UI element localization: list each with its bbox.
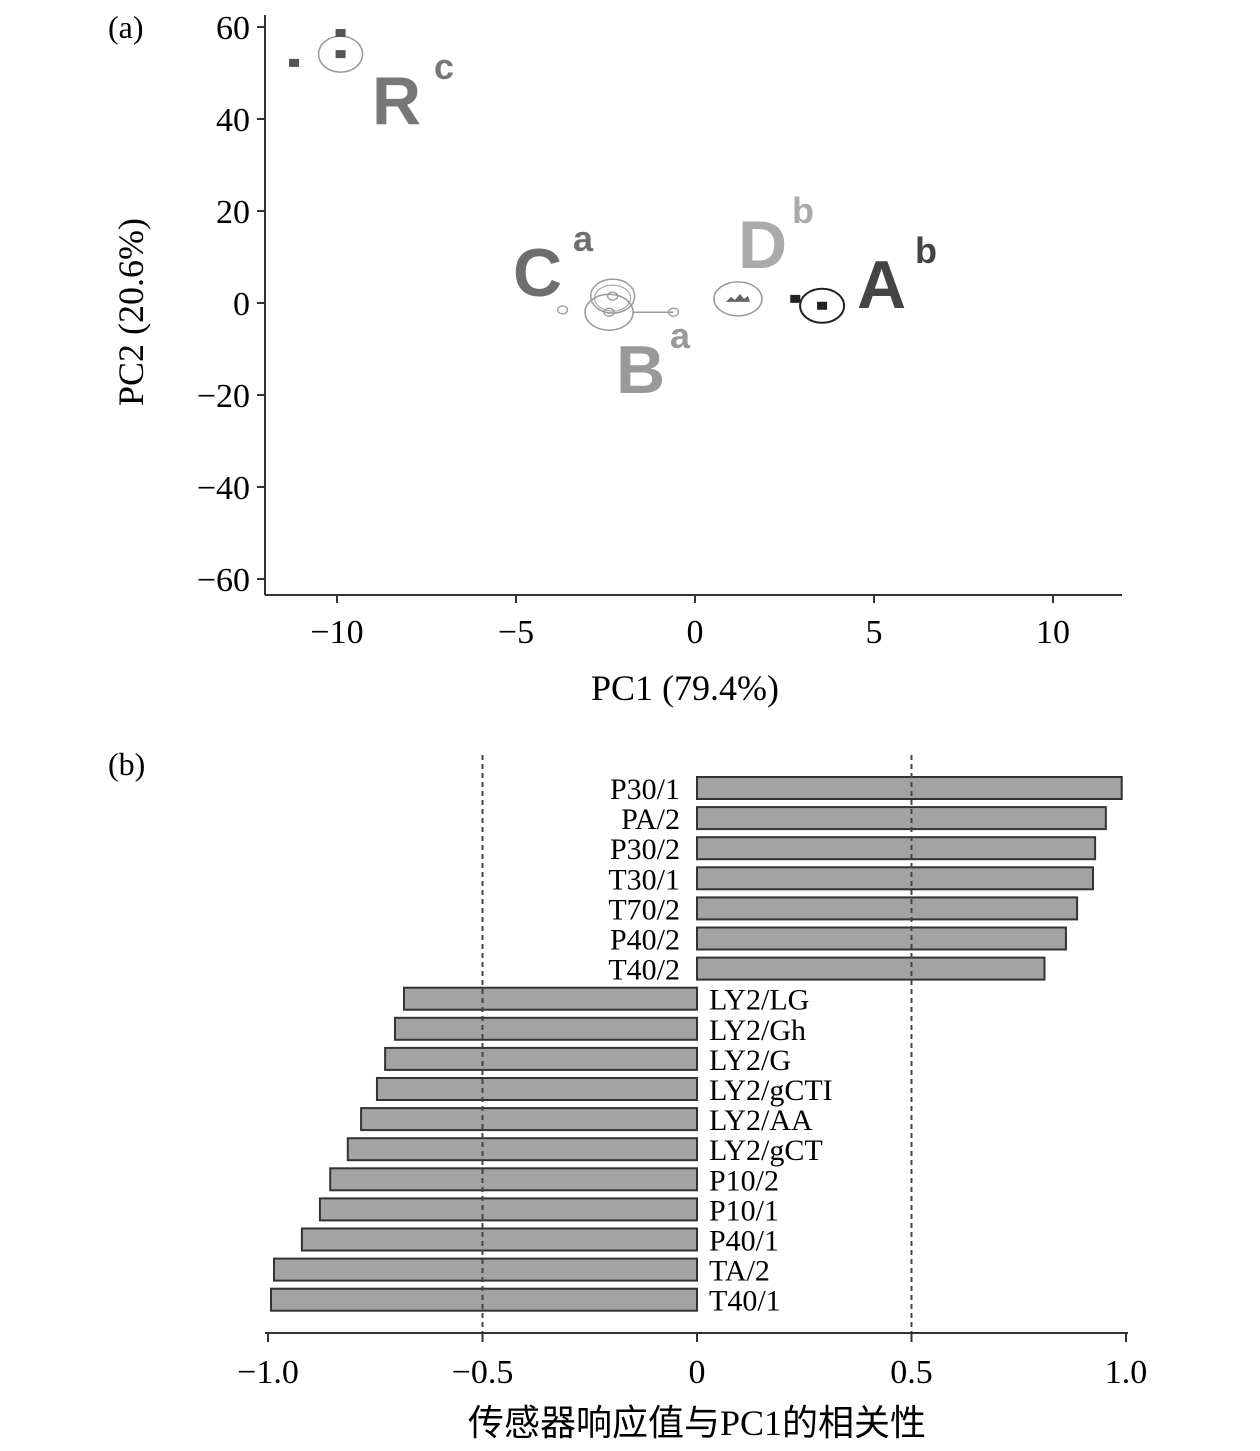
bar-label: P40/2 xyxy=(610,924,680,957)
x-tick-label: 0 xyxy=(687,614,704,651)
bar-label: LY2/LG xyxy=(709,984,809,1017)
point-A xyxy=(790,294,801,303)
bar-label: LY2/G xyxy=(709,1044,791,1077)
bar-label: P30/2 xyxy=(610,833,680,866)
x-axis-label: PC1 (79.4%) xyxy=(591,668,779,708)
x-tick-label: 10 xyxy=(1036,614,1070,651)
bar-label: T70/2 xyxy=(608,893,680,926)
bar-P30-2 xyxy=(696,836,1097,861)
x-tick-label: 0 xyxy=(689,1354,706,1391)
group-superscript-C: a xyxy=(573,218,594,259)
bar-label: T30/1 xyxy=(608,863,680,896)
y-tick-label: 40 xyxy=(216,102,250,139)
x-tick-label: −5 xyxy=(498,614,534,651)
group-label-R: R xyxy=(372,63,421,139)
x-axis-label: 传感器响应值与PC1的相关性 xyxy=(468,1403,926,1443)
centroid-D xyxy=(725,293,750,302)
y-tick-label: 0 xyxy=(233,286,250,323)
bar-P40-2 xyxy=(696,926,1067,951)
bar-T70-2 xyxy=(696,896,1079,921)
bar-label: T40/1 xyxy=(709,1285,781,1318)
bar-label: LY2/Gh xyxy=(709,1014,806,1047)
centroid-C xyxy=(607,291,619,301)
y-axis-label: PC2 (20.6%) xyxy=(111,218,151,406)
x-tick-label: 5 xyxy=(866,614,883,651)
bar-label: PA/2 xyxy=(621,803,680,836)
centroid-R xyxy=(335,50,346,59)
group-superscript-B: a xyxy=(670,315,691,356)
bar-P10-1 xyxy=(318,1197,698,1222)
bar-T40-2 xyxy=(696,956,1046,981)
y-tick-label: −60 xyxy=(197,562,250,599)
y-tick-label: −20 xyxy=(197,378,250,415)
bar-PA-2 xyxy=(696,806,1107,831)
bar-LY2-G xyxy=(384,1046,698,1071)
bar-label: P40/1 xyxy=(709,1225,779,1258)
x-tick-label: 1.0 xyxy=(1105,1354,1148,1391)
bar-label: LY2/gCT xyxy=(709,1134,823,1167)
bar-label: T40/2 xyxy=(608,954,680,987)
group-label-A: A xyxy=(857,247,906,323)
bar-LY2-AA xyxy=(360,1107,698,1132)
bar-label: P30/1 xyxy=(610,773,680,806)
point-B xyxy=(667,307,680,317)
bar-LY2-LG xyxy=(402,986,698,1011)
panel-label-b: (b) xyxy=(108,746,145,782)
bar-label: TA/2 xyxy=(709,1255,770,1288)
y-tick-label: 60 xyxy=(216,10,250,47)
point-R xyxy=(289,58,300,67)
x-tick-label: −10 xyxy=(310,614,363,651)
group-superscript-R: c xyxy=(434,46,454,87)
point-C xyxy=(556,305,569,315)
centroid-B xyxy=(603,307,615,317)
y-tick-label: 20 xyxy=(216,194,250,231)
point-R xyxy=(335,28,346,37)
group-label-D: D xyxy=(738,207,787,283)
bar-T40-1 xyxy=(270,1287,698,1312)
bar-LY2-gCT xyxy=(346,1137,698,1162)
bar-label: LY2/AA xyxy=(709,1104,813,1137)
group-label-B: B xyxy=(616,332,665,408)
centroid-A xyxy=(817,301,828,310)
bar-P10-2 xyxy=(329,1167,698,1192)
confidence-ellipse-C xyxy=(589,278,636,314)
group-label-C: C xyxy=(513,235,562,311)
x-tick-label: 0.5 xyxy=(890,1354,933,1391)
bar-P40-1 xyxy=(300,1227,698,1252)
bar-P30-1 xyxy=(696,776,1123,800)
panel-label-a: (a) xyxy=(108,9,144,45)
confidence-ellipse-A xyxy=(799,287,846,324)
bar-label: P10/1 xyxy=(709,1194,779,1227)
y-tick-label: −40 xyxy=(197,470,250,507)
bar-LY2-gCTI xyxy=(375,1077,698,1101)
bar-label: LY2/gCTI xyxy=(709,1074,833,1107)
group-superscript-A: b xyxy=(915,230,937,271)
confidence-ellipse-D xyxy=(713,281,763,317)
bar-LY2-Gh xyxy=(393,1016,698,1041)
group-superscript-D: b xyxy=(792,190,814,231)
bar-T30-1 xyxy=(696,866,1094,891)
bar-TA-2 xyxy=(273,1257,698,1282)
bar-label: P10/2 xyxy=(709,1164,779,1197)
x-tick-label: −1.0 xyxy=(237,1354,299,1391)
x-tick-label: −0.5 xyxy=(452,1354,514,1391)
